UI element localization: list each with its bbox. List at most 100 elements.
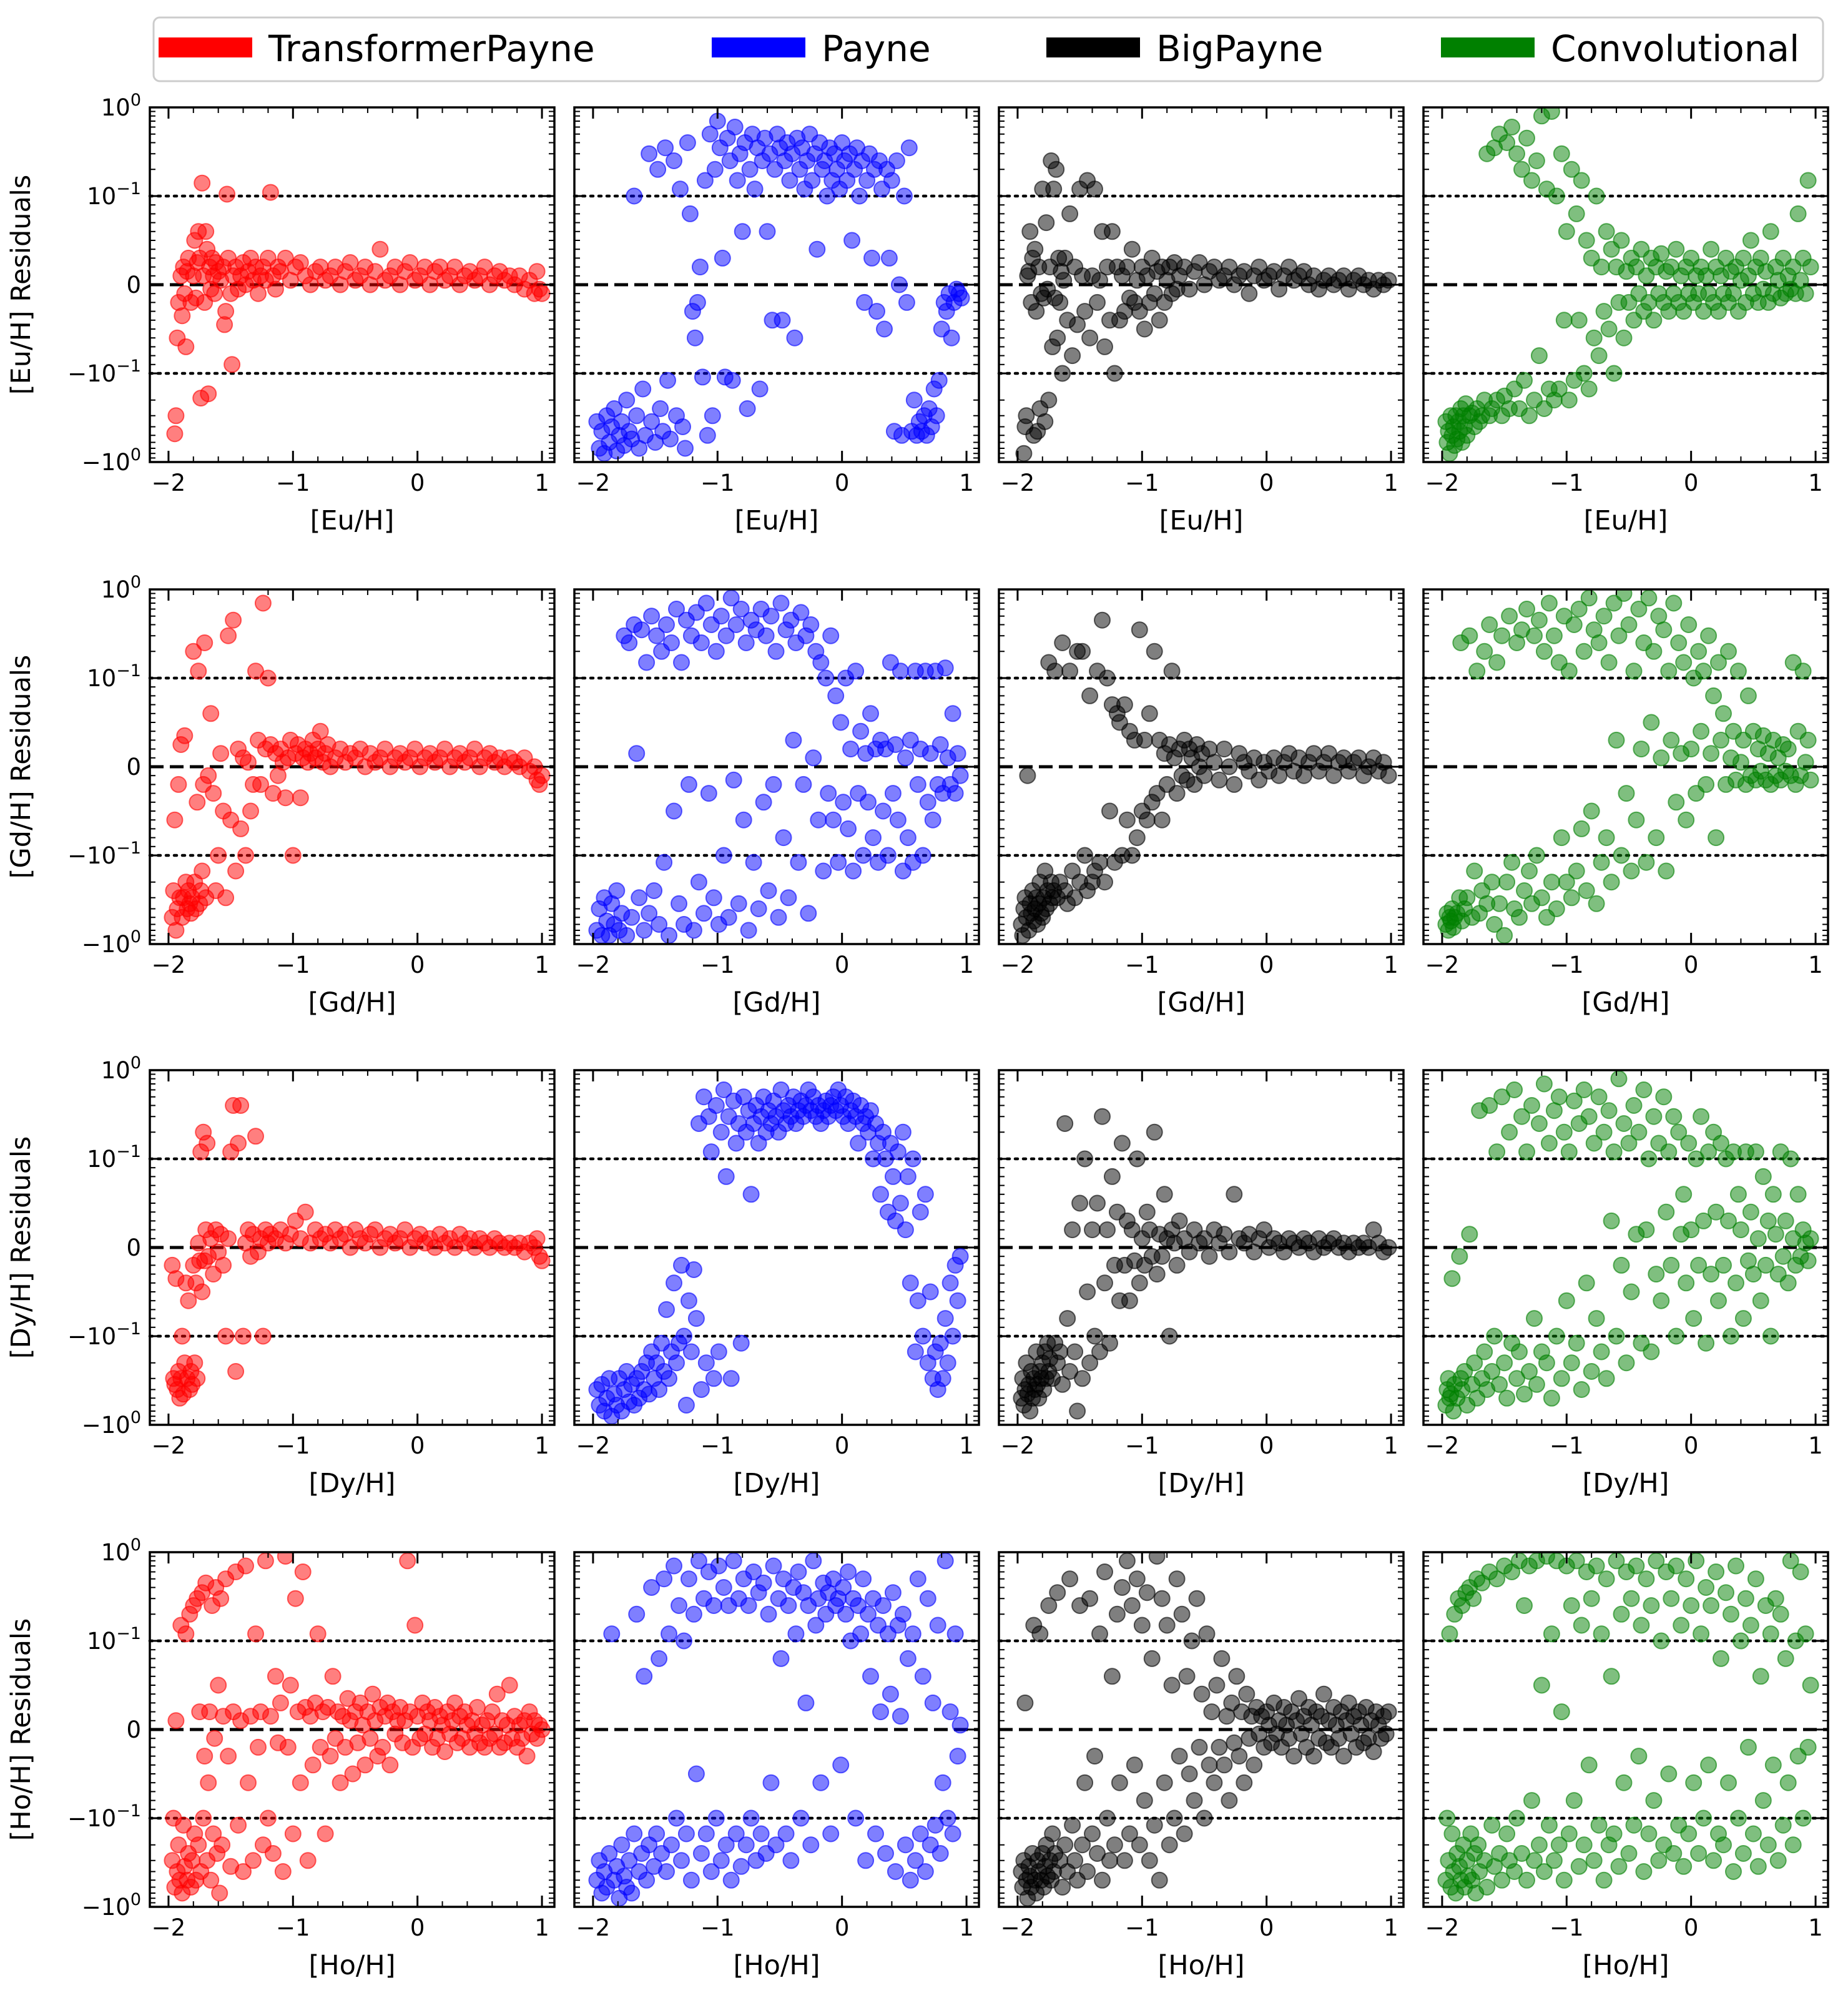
data-point	[863, 249, 880, 267]
data-point	[1593, 258, 1610, 276]
data-point	[1799, 172, 1817, 189]
points-gd-bigpayne	[1013, 611, 1397, 944]
panel-ho-payne: −2 −1 0 1 [Ho/H]	[573, 1551, 981, 1981]
y-tick-exponent: −1	[116, 661, 141, 681]
data-point	[1555, 1871, 1573, 1889]
data-point	[1595, 303, 1613, 320]
data-point	[1488, 1143, 1506, 1161]
data-point	[690, 874, 707, 891]
data-point	[661, 1370, 677, 1387]
data-point	[1064, 1816, 1081, 1834]
data-point	[1734, 1310, 1752, 1327]
data-point	[807, 1617, 825, 1634]
data-point	[1772, 1605, 1789, 1623]
data-point	[704, 407, 721, 425]
data-point	[1086, 180, 1103, 198]
data-point	[835, 794, 852, 811]
data-point	[1779, 741, 1797, 758]
data-point	[1675, 1186, 1693, 1203]
points-eu-transformerpayne	[166, 174, 551, 443]
data-point	[518, 1748, 536, 1765]
data-point	[840, 820, 857, 837]
data-point	[1040, 1597, 1058, 1614]
data-point	[695, 1088, 712, 1106]
x-tick-label: 1	[1384, 1432, 1398, 1459]
data-point	[1216, 741, 1233, 758]
panel-ho-convolutional: −2 −1 0 1 [Ho/H]	[1422, 1551, 1830, 1981]
data-point	[1555, 1123, 1573, 1141]
data-point	[705, 1597, 722, 1614]
legend-swatch-bigpayne	[1046, 37, 1140, 57]
data-point	[1099, 1221, 1116, 1239]
data-point	[1526, 1310, 1543, 1327]
y-tick-exponent: −1	[116, 179, 141, 199]
data-point	[212, 745, 230, 762]
data-point	[1503, 119, 1521, 135]
data-point	[912, 1825, 929, 1843]
data-point	[1695, 662, 1713, 680]
data-point	[797, 1694, 815, 1711]
data-point	[860, 1605, 877, 1623]
data-point	[1501, 608, 1518, 625]
data-point	[1620, 616, 1638, 633]
data-point	[755, 794, 772, 811]
x-tick-label: −2	[576, 1432, 611, 1459]
data-point	[707, 1809, 725, 1827]
data-point	[899, 1650, 917, 1667]
data-point	[1658, 1203, 1675, 1221]
data-point	[247, 1625, 264, 1643]
data-point	[1668, 794, 1685, 811]
x-tick-label: 1	[534, 470, 549, 496]
data-point	[855, 847, 872, 864]
x-tick-label: −2	[1425, 1914, 1460, 1941]
x-tick-label: −2	[1425, 1432, 1460, 1459]
legend-swatch-payne	[712, 37, 805, 57]
data-point	[696, 172, 714, 189]
data-point	[1211, 771, 1228, 789]
data-point	[1285, 1748, 1302, 1765]
data-point	[631, 889, 648, 907]
data-point	[949, 745, 966, 762]
data-point	[651, 1650, 668, 1667]
data-point	[1580, 1756, 1598, 1774]
x-axis-label: [Eu/H]	[310, 505, 395, 536]
data-point	[1108, 1605, 1126, 1623]
data-point	[1608, 731, 1625, 749]
data-point	[1653, 1292, 1670, 1309]
data-point	[245, 1852, 262, 1869]
data-point	[1530, 347, 1548, 365]
data-point	[1498, 1389, 1516, 1407]
data-point	[1123, 240, 1141, 258]
data-point	[1550, 1836, 1568, 1854]
data-point	[1496, 927, 1513, 944]
data-point	[1054, 1376, 1071, 1393]
data-point	[1708, 1563, 1725, 1580]
data-point	[851, 187, 868, 205]
x-tick-label: 1	[1808, 1914, 1823, 1941]
data-point	[1501, 1123, 1518, 1141]
x-axis-label: [Dy/H]	[734, 1468, 820, 1499]
data-point	[1548, 187, 1565, 205]
data-point	[1600, 320, 1618, 338]
data-point	[666, 1557, 682, 1575]
data-point	[501, 1676, 518, 1694]
data-point	[1723, 1327, 1739, 1345]
data-point	[1668, 1327, 1685, 1345]
data-point	[827, 687, 845, 704]
data-point	[1226, 775, 1243, 793]
data-point	[1588, 1557, 1605, 1575]
data-point	[1241, 285, 1258, 302]
x-tick-label: −1	[700, 1914, 735, 1941]
data-point	[1121, 1825, 1138, 1843]
data-point	[680, 775, 697, 793]
data-point	[1168, 1256, 1186, 1274]
data-point	[1563, 1597, 1580, 1614]
x-tick-label: −1	[276, 470, 310, 496]
x-tick-label: 0	[1259, 1432, 1274, 1459]
data-point	[1578, 1274, 1595, 1292]
data-point	[865, 829, 882, 847]
data-point	[941, 1703, 959, 1721]
data-point	[745, 854, 762, 871]
data-point	[309, 1625, 327, 1643]
data-point	[924, 811, 941, 829]
